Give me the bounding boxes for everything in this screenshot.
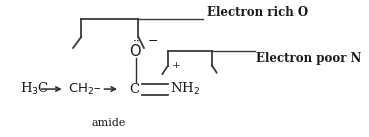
Text: $\rm{CH_2}$–: $\rm{CH_2}$– [68, 82, 102, 97]
Text: C: C [130, 83, 140, 95]
Text: amide: amide [92, 118, 126, 128]
Text: H$_3$C: H$_3$C [20, 81, 49, 97]
Text: NH$_2$: NH$_2$ [170, 81, 201, 97]
Text: −: − [148, 35, 158, 48]
Text: +: + [172, 61, 181, 70]
Text: $\ddot{\mathrm{O}}$: $\ddot{\mathrm{O}}$ [130, 39, 142, 60]
Text: Electron poor N: Electron poor N [256, 52, 362, 65]
Text: Electron rich O: Electron rich O [207, 6, 308, 19]
